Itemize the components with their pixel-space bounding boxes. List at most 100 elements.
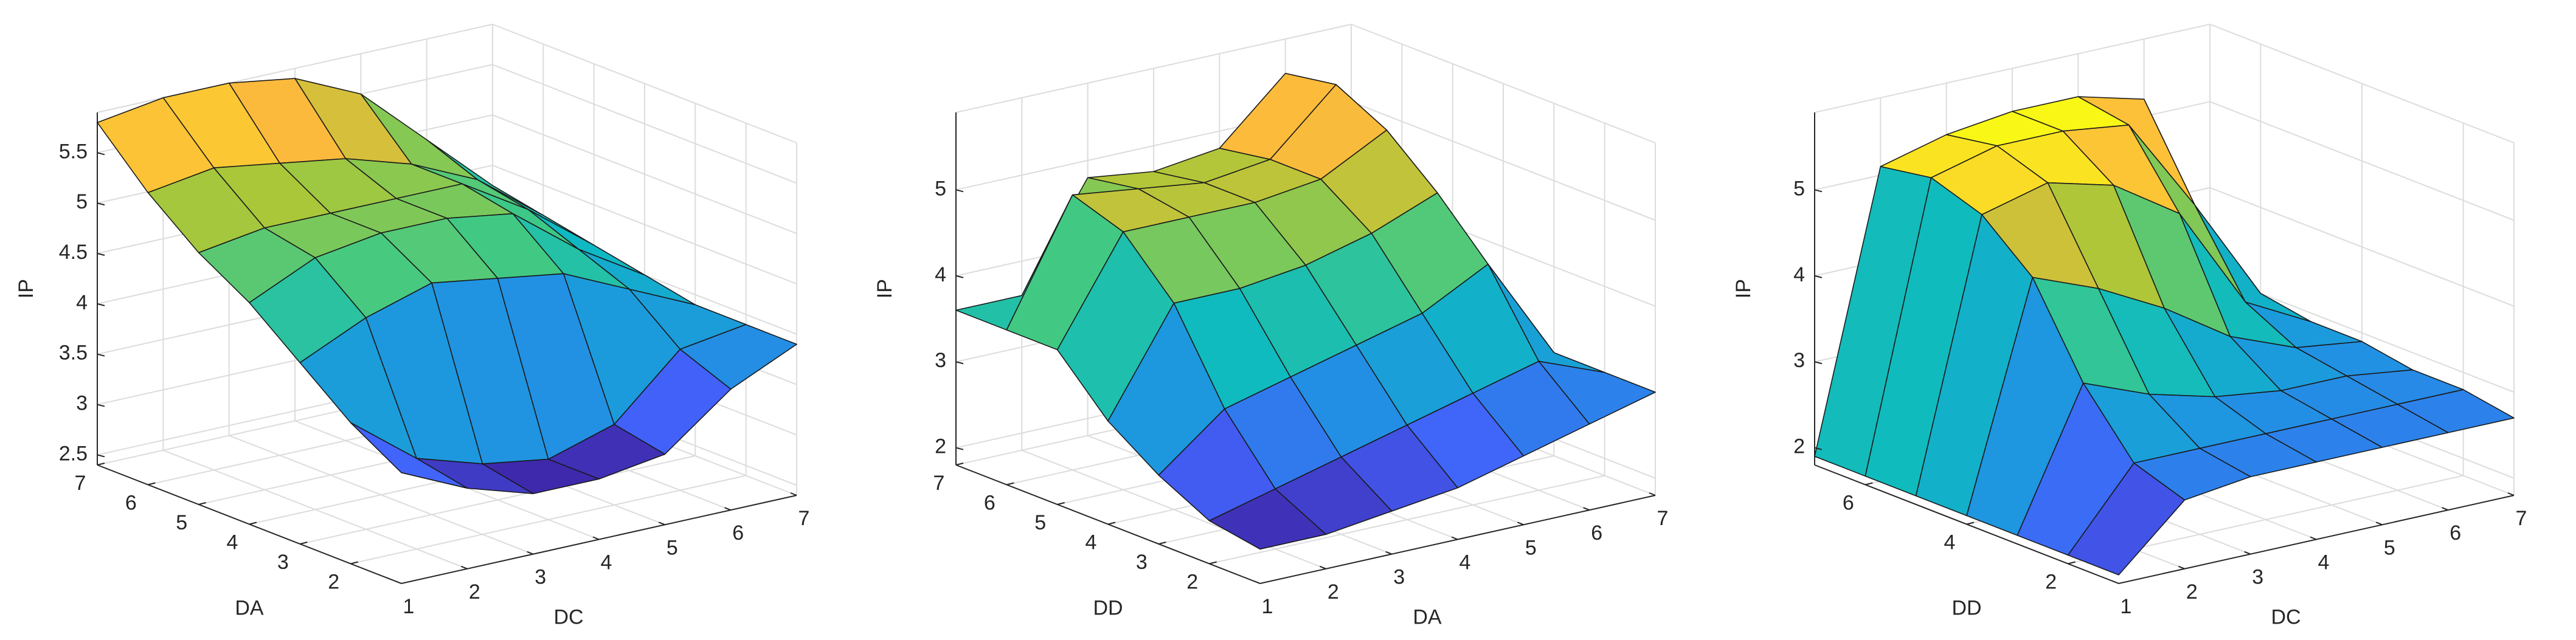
y-tick-label: 2 (1186, 570, 1198, 593)
x-tick (2310, 536, 2317, 540)
x-tick (2178, 565, 2185, 569)
z-tick (97, 202, 105, 206)
x-tick-label: 3 (2252, 566, 2263, 589)
x-tick (2375, 521, 2383, 526)
x-tick-label: 7 (1657, 507, 1669, 530)
z-tick (97, 303, 105, 306)
surface-chart: 1 2 3 4 5 6 7 2 4 6 2 3 4 5 DC DD IP (1732, 24, 2527, 628)
z-tick (1814, 361, 1823, 365)
y-tick (1057, 502, 1065, 505)
surface-chart: 1 2 3 4 5 6 7 2 3 4 5 6 7 2.5 3 3.5 4 4.5 5 5.5 DC DA IP (15, 24, 809, 628)
z-tick (1814, 189, 1823, 193)
x-tick-label: 7 (2516, 507, 2527, 530)
y-tick-label: 6 (1843, 491, 1854, 514)
grid-line (492, 165, 797, 284)
y-tick (1006, 482, 1014, 486)
x-tick-label: 5 (2384, 536, 2395, 559)
z-tick-label: 4 (76, 291, 88, 314)
z-tick (955, 447, 964, 450)
z-tick (97, 454, 105, 458)
grid-line (2209, 187, 2515, 307)
y-axis-label: DD (1951, 596, 1981, 619)
y-tick-label: 4 (227, 531, 238, 554)
x-tick (1649, 492, 1656, 496)
x-tick-label: 1 (2121, 595, 2132, 618)
z-tick (955, 361, 964, 365)
y-tick (1107, 521, 1116, 525)
y-tick-label: 7 (933, 472, 945, 495)
y-tick-label: 2 (2045, 570, 2057, 593)
box-line (1814, 24, 2211, 113)
y-tick (1966, 521, 1975, 525)
x-tick (1319, 565, 1326, 569)
z-tick-label: 5 (76, 190, 88, 213)
surface-patch (1208, 488, 1327, 550)
z-tick (955, 189, 964, 193)
z-tick-label: 2 (1793, 435, 1805, 458)
y-tick-label: 7 (75, 472, 86, 495)
x-tick (395, 580, 402, 584)
grid-line (350, 475, 746, 565)
z-tick-label: 3 (1793, 349, 1805, 372)
z-tick-label: 3 (76, 392, 88, 415)
x-tick-label: 2 (469, 580, 480, 604)
y-tick (198, 502, 206, 505)
x-tick (460, 565, 468, 569)
z-tick (1814, 447, 1823, 450)
z-tick-label: 3 (935, 349, 946, 372)
x-axis-label: DC (553, 605, 583, 628)
x-tick (724, 507, 732, 511)
x-tick (1517, 521, 1524, 526)
x-tick-label: 4 (1459, 551, 1471, 574)
y-tick-label: 2 (328, 570, 339, 593)
grid-line (1351, 101, 1656, 221)
z-tick (97, 404, 105, 407)
x-tick-label: 1 (1262, 595, 1273, 618)
z-tick-label: 2.5 (59, 442, 88, 465)
y-tick (148, 482, 156, 486)
y-tick-label: 5 (1034, 511, 1046, 534)
z-axis-label: IP (873, 279, 896, 298)
x-tick-label: 7 (798, 507, 810, 530)
y-tick-label: 4 (1085, 531, 1097, 554)
y-tick (2068, 561, 2076, 565)
surface-chart: 1 2 3 4 5 6 7 2 3 4 5 6 7 2 3 4 5 DA DD IP (873, 24, 1668, 628)
x-axis-label: DA (1413, 605, 1442, 628)
x-tick-label: 6 (2450, 521, 2461, 545)
z-axis-label: IP (15, 279, 38, 298)
x-tick-label: 3 (535, 566, 546, 589)
x-tick (1583, 507, 1590, 511)
y-tick-label: 3 (1136, 551, 1148, 574)
z-tick (97, 253, 105, 256)
z-axis-label: IP (1732, 279, 1755, 298)
y-tick (300, 542, 308, 545)
y-tick-label: 5 (176, 511, 187, 534)
z-tick-label: 4 (935, 263, 946, 286)
y-tick (249, 521, 257, 525)
z-tick (97, 152, 105, 156)
y-tick (1158, 542, 1166, 545)
y-tick-label: 6 (984, 491, 995, 514)
x-tick-label: 5 (667, 536, 678, 559)
x-tick-label: 4 (601, 551, 612, 574)
z-tick-label: 5 (935, 177, 946, 200)
x-tick (1385, 551, 1393, 555)
y-tick (97, 463, 105, 466)
y-tick-label: 6 (125, 491, 137, 514)
x-tick-label: 2 (1328, 580, 1339, 604)
x-tick (527, 551, 534, 555)
x-tick (2442, 507, 2449, 511)
z-tick (955, 275, 964, 278)
z-tick-label: 3.5 (59, 342, 88, 365)
grid-line (492, 114, 797, 235)
y-tick (1209, 561, 1217, 565)
y-tick (350, 561, 358, 565)
x-axis-label: DC (2271, 605, 2301, 628)
y-tick-label: 3 (277, 551, 289, 574)
x-tick-label: 2 (2186, 580, 2198, 604)
x-tick (2244, 551, 2251, 555)
z-tick (1814, 275, 1823, 278)
x-tick (2112, 580, 2119, 584)
z-tick-label: 5.5 (59, 140, 88, 163)
